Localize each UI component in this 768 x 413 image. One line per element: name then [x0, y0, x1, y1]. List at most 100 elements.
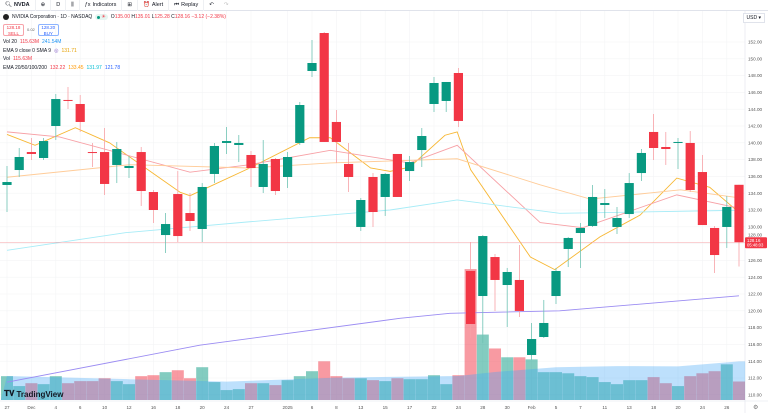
- candle-body: [502, 271, 512, 286]
- volume-bar: [208, 382, 221, 400]
- candle-body: [295, 105, 305, 143]
- x-tick-label: 20: [200, 405, 206, 410]
- y-tick-label: 124.00: [748, 275, 762, 280]
- add-symbol-button[interactable]: ⊕: [36, 0, 52, 11]
- settings-circle-icon[interactable]: ◎: [54, 47, 59, 54]
- indicators-button[interactable]: ƒx Indicators: [80, 0, 123, 11]
- candle-body: [148, 192, 158, 210]
- sell-button[interactable]: 128.18 SELL: [3, 23, 24, 36]
- sun-icon: ☀: [101, 13, 106, 20]
- undo-button[interactable]: ↶: [204, 0, 219, 11]
- volume-bar: [684, 376, 697, 400]
- volume-bar: [708, 371, 721, 400]
- redo-button[interactable]: ↷: [219, 0, 234, 11]
- buy-button[interactable]: 128.20 BUY: [37, 23, 59, 36]
- x-tick-label: 8: [335, 405, 338, 410]
- y-tick-label: 136.00: [748, 174, 762, 179]
- candle-body: [429, 82, 439, 104]
- replay-label: Replay: [181, 2, 199, 8]
- replay-icon: ⏮: [174, 1, 180, 8]
- settings-gear-icon[interactable]: ⚙: [753, 404, 758, 411]
- volume-bar: [37, 384, 50, 400]
- candle-body: [136, 152, 146, 192]
- x-tick-label: 6: [79, 405, 82, 410]
- tradingview-logo[interactable]: 𝐓𝐕 TradingView: [4, 389, 63, 399]
- y-tick-label: 122.00: [748, 292, 762, 297]
- candle-body: [51, 99, 61, 126]
- volume-bar: [391, 378, 404, 400]
- x-tick-label: 22: [431, 405, 437, 410]
- y-tick-label: 128.00: [748, 232, 762, 237]
- x-tick-label: 13: [358, 405, 364, 410]
- volume-bar: [720, 364, 733, 400]
- legend-vol[interactable]: Vol 115.63M: [3, 56, 226, 65]
- vol20-value: 115.63M: [19, 39, 39, 46]
- y-tick-label: 130.00: [748, 224, 762, 229]
- candle-body: [551, 270, 561, 297]
- price-chart[interactable]: 110.00 112.00 114.00 116.00 118.00 120.00 122.…: [0, 11, 768, 413]
- symbol-title[interactable]: NVIDIA Corporation · 1D · NASDAQ: [12, 13, 93, 20]
- volume-bar: [318, 361, 331, 400]
- candle-body: [26, 152, 36, 154]
- candle-body: [283, 156, 293, 177]
- y-tick-label: 142.00: [748, 124, 762, 129]
- x-tick-label: 27: [248, 405, 254, 410]
- ohlc-values: O135.00 H135.01 L125.28 C128.16 −3.12 (−…: [110, 13, 226, 20]
- symbol-search[interactable]: 🔍︎ NVDA: [0, 0, 36, 11]
- volume-bar: [86, 381, 99, 400]
- volume-bar: [428, 375, 440, 400]
- alert-label: Alert: [151, 2, 164, 8]
- candle-body: [112, 149, 122, 165]
- x-tick-label: 20: [675, 405, 681, 410]
- open-label: O: [110, 13, 115, 20]
- candle-body: [514, 279, 524, 311]
- indicators-label: Indicators: [92, 2, 117, 8]
- candle-body: [661, 147, 671, 150]
- sell-price: 128.18: [6, 25, 21, 30]
- volume-bar: [171, 370, 184, 400]
- candle-body: [649, 131, 659, 149]
- templates-button[interactable]: ⊞: [122, 0, 138, 11]
- interval-button[interactable]: D: [51, 0, 67, 11]
- alert-button[interactable]: ⏰ Alert: [138, 0, 170, 11]
- candle-body: [588, 196, 598, 226]
- volume-bar: [586, 377, 599, 400]
- volume-bar: [659, 383, 672, 400]
- volume-bar: [672, 386, 684, 400]
- indicators-icon: ƒx: [84, 2, 91, 8]
- candle-body: [600, 203, 610, 205]
- candle-body: [75, 103, 85, 122]
- currency-selector[interactable]: USD ▾: [742, 13, 765, 23]
- candle-body: [575, 227, 585, 234]
- legend-ema9[interactable]: EMA 9 close 0 SMA 9 ◎ 131.71: [3, 47, 226, 56]
- candle-body: [319, 33, 329, 142]
- y-tick-label: 110.00: [748, 392, 762, 397]
- market-status-badge[interactable]: ☀: [95, 13, 108, 21]
- x-tick-label: 24: [456, 405, 462, 410]
- legend-ema-multi[interactable]: EMA 20/50/100/200 132.22 133.45 131.97 121.7…: [3, 64, 226, 73]
- x-tick-label: 2025: [282, 405, 293, 410]
- volume-bar: [635, 380, 648, 400]
- change-value: −3.12 (−2.38%): [191, 13, 226, 20]
- x-tick-label: 24: [700, 405, 706, 410]
- legend-vol20[interactable]: Vol 20 115.63M 241.54M: [3, 39, 226, 48]
- x-tick-label: 5: [555, 405, 558, 410]
- y-tick-label: 140.00: [748, 140, 762, 145]
- chart-type-button[interactable]: ⫼: [66, 0, 80, 11]
- candle-body: [441, 81, 451, 101]
- volume-bar: [123, 384, 135, 400]
- volume-bar: [696, 373, 709, 400]
- candle-body: [258, 163, 268, 187]
- candle-body: [380, 173, 390, 197]
- x-tick-label: Dec: [27, 405, 36, 410]
- replay-button[interactable]: ⏮ Replay: [169, 0, 205, 11]
- candle-body: [417, 135, 427, 151]
- volume-bar: [62, 383, 74, 400]
- volume-bar: [354, 378, 367, 400]
- ema50-value: 133.45: [68, 64, 84, 71]
- ema100-line: [6, 199, 740, 251]
- candle-body: [87, 152, 97, 154]
- x-tick-label: 12: [126, 405, 132, 410]
- vol-name: Vol: [3, 56, 10, 63]
- x-tick-label: 7: [579, 405, 582, 410]
